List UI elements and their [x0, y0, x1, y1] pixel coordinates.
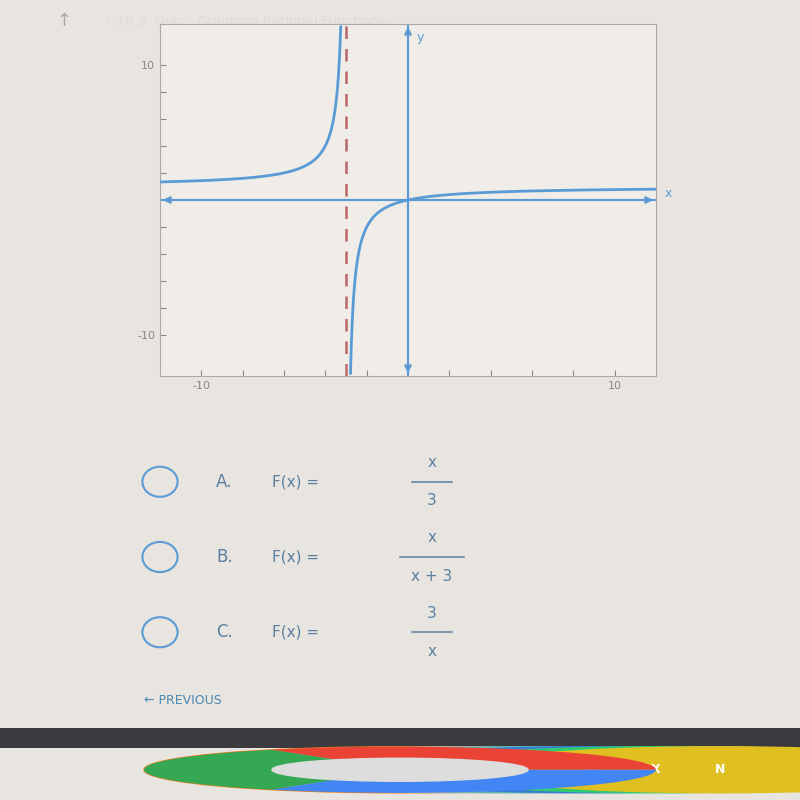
Wedge shape: [272, 770, 656, 793]
Bar: [0, 728, 800, 748]
Circle shape: [144, 746, 656, 793]
Text: F(x) =: F(x) =: [272, 474, 319, 490]
Circle shape: [464, 746, 800, 793]
Text: Which of the following rational functions is graphed below?: Which of the following rational function…: [160, 98, 594, 114]
Text: y: y: [416, 30, 424, 44]
Text: x + 3: x + 3: [411, 569, 453, 584]
Text: x: x: [427, 644, 437, 659]
Text: F(x) =: F(x) =: [272, 625, 319, 640]
Text: F(x) =: F(x) =: [272, 550, 319, 565]
Text: x: x: [664, 186, 672, 200]
Circle shape: [208, 746, 720, 793]
Text: x: x: [427, 530, 437, 546]
Text: A.: A.: [216, 473, 232, 490]
Text: K: K: [587, 763, 597, 776]
Text: ← PREVIOUS: ← PREVIOUS: [144, 694, 222, 707]
Text: B.: B.: [216, 548, 233, 566]
Text: N: N: [715, 763, 725, 776]
Wedge shape: [272, 746, 656, 770]
Circle shape: [272, 746, 784, 793]
Text: Question 3 of 10: Question 3 of 10: [160, 68, 302, 83]
Text: 7.10.3  Quiz:  Graphing Rational Functions: 7.10.3 Quiz: Graphing Rational Functions: [104, 14, 386, 28]
Text: C.: C.: [216, 623, 233, 642]
Text: x: x: [427, 455, 437, 470]
Text: 3: 3: [427, 494, 437, 509]
Circle shape: [400, 746, 800, 793]
Circle shape: [272, 758, 528, 782]
Text: 3: 3: [427, 606, 437, 621]
Text: X: X: [651, 763, 661, 776]
Circle shape: [336, 746, 800, 793]
Wedge shape: [144, 750, 400, 790]
Text: ↑: ↑: [56, 12, 71, 30]
